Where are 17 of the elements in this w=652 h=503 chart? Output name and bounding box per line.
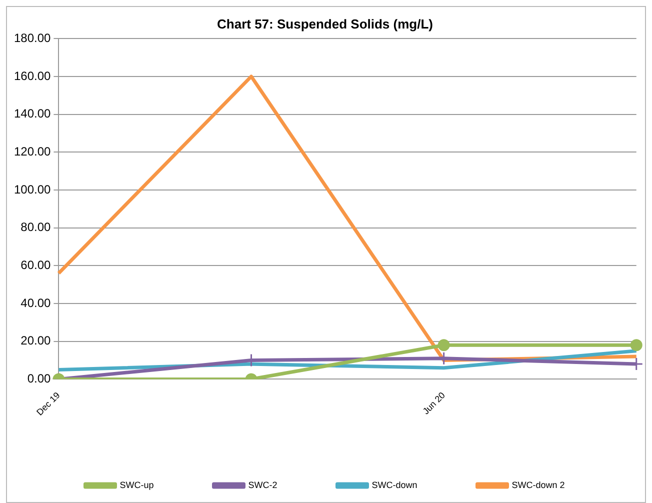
y-tick-label: 140.00 [14, 106, 52, 121]
x-tick-label: Jun 20 [420, 390, 447, 416]
y-tick-label: 40.00 [20, 296, 52, 310]
y-tick-label: 80.00 [20, 220, 52, 234]
y-tick-label: 180.00 [14, 30, 52, 45]
legend-label: SWC-down 2 [512, 480, 565, 490]
x-tick-label: Dec 19 [34, 390, 62, 418]
legend-label: SWC-up [120, 480, 154, 490]
legend-label: SWC-2 [248, 480, 278, 490]
y-tick-label: 60.00 [20, 258, 52, 272]
y-tick-label: 160.00 [14, 68, 52, 83]
y-tick-label: 0.00 [27, 372, 52, 386]
y-tick-label: 20.00 [20, 334, 52, 348]
legend-label: SWC-down [372, 480, 418, 490]
y-tick-label: 100.00 [14, 182, 52, 196]
y-tick-label: 120.00 [14, 144, 52, 158]
chart-title: Chart 57: Suspended Solids (mg/L) [217, 16, 433, 32]
